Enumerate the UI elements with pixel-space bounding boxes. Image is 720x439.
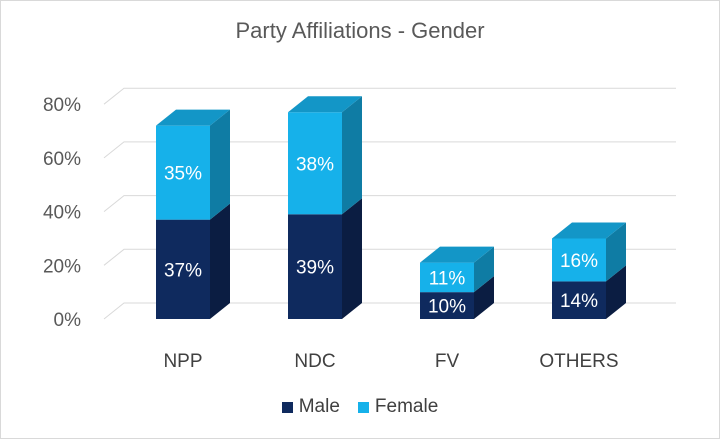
gridline xyxy=(103,195,676,212)
bar-male xyxy=(288,214,342,319)
bar-female xyxy=(552,238,606,282)
gridline xyxy=(103,87,676,105)
bar-side-female xyxy=(474,246,494,293)
data-label: 16% xyxy=(560,251,598,272)
data-label: 38% xyxy=(296,154,334,175)
bar-side-female xyxy=(210,109,230,220)
data-label: 37% xyxy=(164,260,202,281)
bar-top xyxy=(288,96,362,113)
bar-side-male xyxy=(210,203,230,319)
y-tick-label: 20% xyxy=(43,256,81,277)
x-tick-label: NPP xyxy=(163,351,202,372)
bar-male xyxy=(552,281,606,319)
bar-side-female xyxy=(606,222,626,282)
legend-swatch-male xyxy=(281,401,293,413)
bar-top xyxy=(156,109,230,126)
x-tick-label: FV xyxy=(435,351,460,372)
bar-side-male xyxy=(606,265,626,319)
data-label: 14% xyxy=(560,291,598,312)
bar-female xyxy=(420,262,474,293)
legend: Male Female xyxy=(1,396,719,418)
legend-item-male: Male xyxy=(281,396,340,418)
data-label: 39% xyxy=(296,258,334,279)
data-label: 35% xyxy=(164,164,202,185)
bar-male xyxy=(156,219,210,319)
bar-side-male xyxy=(474,276,494,319)
bar-male xyxy=(420,292,474,319)
data-label: 10% xyxy=(428,297,466,318)
bar-female xyxy=(288,112,342,215)
gridline xyxy=(103,141,676,159)
bar-top xyxy=(420,246,494,263)
x-tick-label: OTHERS xyxy=(539,351,618,372)
legend-label-male: Male xyxy=(298,396,340,417)
legend-label-female: Female xyxy=(374,396,439,417)
y-tick-label: 80% xyxy=(43,95,81,116)
legend-item-female: Female xyxy=(357,396,439,418)
x-tick-label: NDC xyxy=(294,351,335,372)
y-tick-label: 40% xyxy=(43,203,81,224)
y-tick-label: 60% xyxy=(43,149,81,170)
y-tick-label: 0% xyxy=(54,310,82,331)
bar-side-female xyxy=(342,96,362,215)
legend-swatch-female xyxy=(357,401,369,413)
data-label: 11% xyxy=(429,268,466,289)
chart-title: Party Affiliations - Gender xyxy=(235,18,485,43)
bar-female xyxy=(156,125,210,220)
bar-top xyxy=(552,222,626,239)
bar-side-male xyxy=(342,198,362,319)
